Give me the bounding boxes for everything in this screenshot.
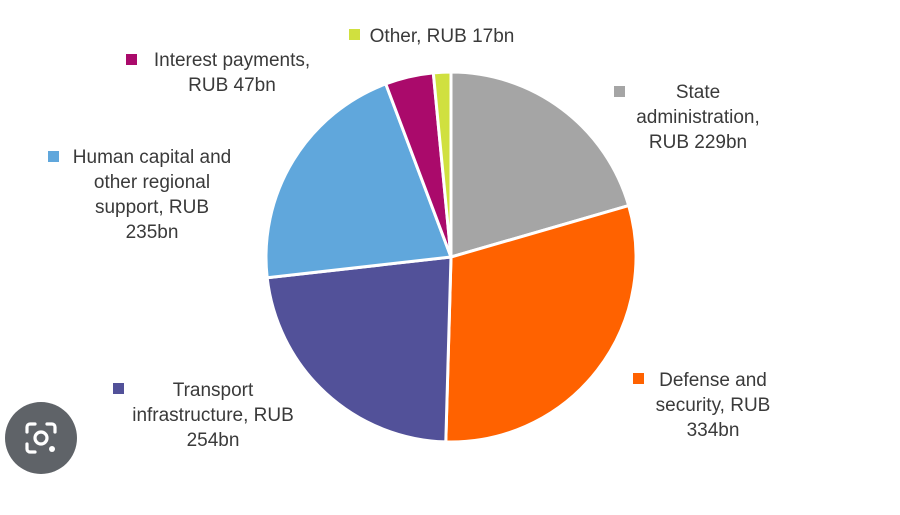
- slice-label-line: RUB 229bn: [649, 132, 747, 153]
- slice-label-line: security, RUB: [656, 395, 771, 416]
- slice-label: Human capital and other regional support, …: [73, 147, 231, 243]
- pie-slices: [264, 70, 638, 444]
- slice-label-line: support, RUB: [95, 197, 209, 218]
- pie-slice: [431, 70, 453, 259]
- pie-slice: [444, 204, 638, 444]
- image-search-button[interactable]: [5, 402, 77, 474]
- legend-swatch: [126, 54, 137, 65]
- legend-swatch: [349, 29, 360, 40]
- slice-label-line: Human capital and: [73, 147, 231, 168]
- slice-label: Defense and security, RUB 334bn: [656, 370, 771, 441]
- legend-swatch: [113, 383, 124, 394]
- legend-swatch: [614, 86, 625, 97]
- legend-swatch: [48, 151, 59, 162]
- image-search-icon: [25, 422, 57, 454]
- slice-label: Other, RUB 17bn: [370, 26, 515, 47]
- slice-label-line: other regional: [94, 172, 210, 193]
- slice-label-line: 334bn: [687, 420, 740, 441]
- slice-label-line: 235bn: [126, 222, 179, 243]
- slice-label-line: Other, RUB 17bn: [370, 26, 515, 47]
- slice-label: State administration, RUB 229bn: [636, 82, 760, 153]
- slice-label-line: Interest payments,: [154, 50, 310, 71]
- slice-label-line: Transport: [173, 380, 254, 401]
- pie-slice: [264, 82, 453, 280]
- slice-label-line: 254bn: [187, 430, 240, 451]
- slice-labels: State administration, RUB 229bn Defense and…: [48, 26, 770, 451]
- slice-label: Transport infrastructure, RUB 254bn: [132, 380, 294, 451]
- pie-slice: [265, 255, 453, 444]
- slice-label: Interest payments, RUB 47bn: [154, 50, 310, 96]
- slice-label-line: State: [676, 82, 720, 103]
- slice-label-line: administration,: [636, 107, 760, 128]
- legend-swatch: [633, 373, 644, 384]
- slice-label-line: Defense and: [659, 370, 767, 391]
- slice-label-line: infrastructure, RUB: [132, 405, 294, 426]
- pie-slice: [449, 70, 631, 259]
- slice-label-line: RUB 47bn: [188, 75, 276, 96]
